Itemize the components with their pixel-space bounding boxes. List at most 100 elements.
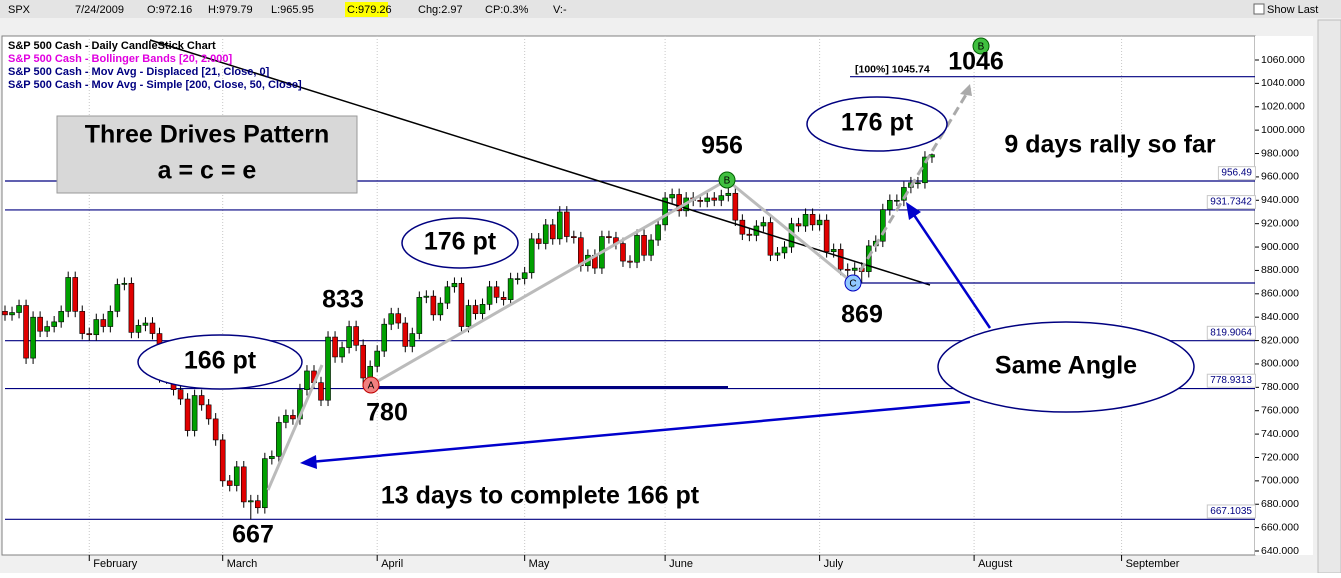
candle-body (65, 277, 72, 312)
candle-body (184, 398, 191, 431)
arrow (910, 211, 992, 329)
header: SPX 7/24/2009 O:972.16 H:979.79 L:965.95… (8, 2, 1318, 17)
y-tick-label: 740.000 (1261, 428, 1299, 440)
candle-body (887, 199, 893, 210)
pattern-box (56, 115, 358, 194)
candle-body (177, 389, 184, 400)
candle-body (711, 197, 718, 201)
candle-body (262, 458, 268, 509)
drive-line (266, 364, 324, 491)
y-tick-label: 980.000 (1261, 147, 1299, 159)
candle-body (191, 395, 198, 431)
point-marker (972, 37, 990, 55)
annotation: 176 pt (424, 228, 497, 256)
arrow (309, 400, 971, 464)
candle-body (93, 319, 100, 336)
annotation: 956 (701, 132, 743, 160)
annotation: 833 (322, 286, 364, 314)
candle-body (51, 321, 57, 327)
candle-body (444, 286, 451, 304)
candle-body (212, 418, 219, 441)
candle-body (563, 211, 570, 237)
candle-body (240, 466, 247, 503)
candle-body (620, 243, 626, 262)
drawings (56, 37, 1255, 491)
level-label: 819.9064 (1210, 327, 1252, 338)
candle-body (409, 333, 416, 347)
point-marker (844, 274, 862, 292)
candle-body (423, 295, 430, 298)
header-bar (0, 0, 1341, 18)
y-tick-label: 900.000 (1261, 241, 1299, 253)
close: C:979.26 (347, 4, 392, 16)
y-tick-label: 800.000 (1261, 358, 1299, 370)
candle-body (142, 322, 149, 326)
candle-body (100, 319, 107, 327)
candle-body (697, 199, 704, 202)
level-label-box (1217, 166, 1256, 181)
point-label: A (368, 381, 375, 392)
candle-body (198, 395, 205, 406)
candle-body (472, 305, 479, 314)
candle-body (851, 267, 858, 271)
point-label: B (978, 42, 985, 53)
candle-body (880, 209, 886, 242)
y-tick-label: 1040.000 (1261, 77, 1305, 89)
y-tick-label: 860.000 (1261, 288, 1299, 300)
y-axis-area (1255, 36, 1313, 555)
candle-body (837, 249, 844, 270)
candle-body (521, 272, 528, 279)
point-label: C (849, 279, 856, 290)
candle-body (894, 199, 900, 202)
candle-body (86, 333, 93, 336)
candle-body (830, 249, 837, 253)
high: H:979.79 (208, 4, 253, 16)
candle-body (535, 238, 542, 244)
x-tick-label: August (978, 558, 1012, 570)
date: 7/24/2009 (75, 4, 124, 16)
candle-body (79, 311, 86, 334)
candle-body (121, 282, 128, 285)
legend-entry: S&P 500 Cash - Mov Avg - Simple [200, Cl… (8, 79, 302, 91)
candle-body (339, 347, 345, 358)
candle-body (367, 365, 373, 379)
candle-body (255, 500, 261, 509)
y-tick-label: 700.000 (1261, 475, 1299, 487)
candle-body (704, 197, 711, 202)
level-label: 667.1035 (1210, 506, 1252, 517)
trend-line (149, 39, 931, 286)
legend-entry: S&P 500 Cash - Mov Avg - Displaced [21, … (8, 66, 270, 78)
y-tick-label: 680.000 (1261, 498, 1299, 510)
candle-body (128, 282, 135, 333)
y-tick-label: 880.000 (1261, 264, 1299, 276)
candle-body (746, 233, 753, 236)
y-tick-label: 1000.000 (1261, 124, 1305, 136)
show-last-checkbox[interactable] (1253, 3, 1265, 15)
y-tick-label: 660.000 (1261, 521, 1299, 533)
level-label-box (1206, 373, 1256, 388)
open: O:972.16 (147, 4, 192, 16)
candle-body (437, 302, 444, 316)
y-tick-label: 920.000 (1261, 217, 1299, 229)
candle-body (458, 282, 465, 327)
annotation: 667 (232, 521, 274, 549)
annotation: 176 pt (841, 109, 914, 137)
show-last-label[interactable]: Show Last (1267, 4, 1318, 16)
candle-body (844, 268, 851, 271)
plot-area (1, 35, 1256, 556)
y-tick-label: 760.000 (1261, 404, 1299, 416)
candle-body (402, 322, 409, 347)
candle-body (114, 284, 121, 312)
candle-body (542, 224, 549, 244)
change: Chg:2.97 (418, 4, 463, 16)
candle-body (571, 236, 577, 238)
candle-body (283, 415, 289, 423)
candle-body (662, 197, 668, 226)
candle-body (107, 311, 114, 327)
retrace-line (726, 178, 854, 285)
y-tick-label: 640.000 (1261, 545, 1299, 557)
scrollbar[interactable] (1317, 19, 1341, 574)
arrow-head (906, 202, 921, 220)
candle-body (233, 466, 240, 486)
